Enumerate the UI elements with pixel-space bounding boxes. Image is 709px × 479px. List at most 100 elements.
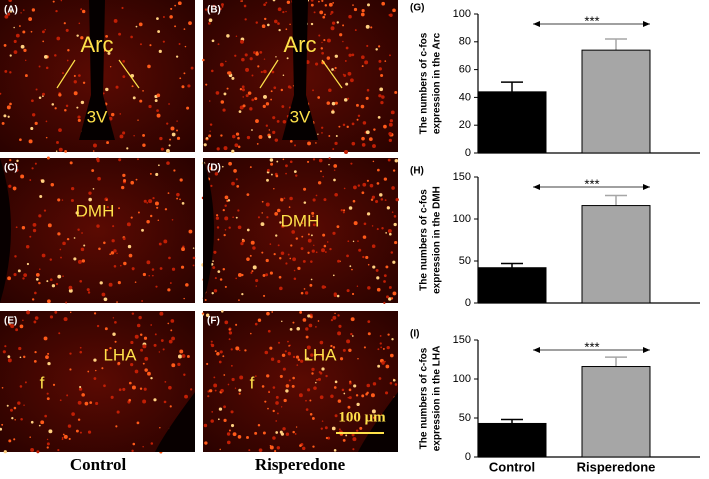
cell — [350, 162, 353, 165]
cell — [164, 380, 167, 383]
cell — [211, 39, 215, 43]
cell — [214, 389, 217, 392]
cell — [383, 360, 386, 363]
cell — [238, 392, 241, 395]
cell — [285, 432, 290, 436]
cell — [46, 156, 50, 160]
cell — [43, 209, 47, 212]
cell — [126, 222, 131, 227]
cell — [380, 346, 383, 349]
cell — [346, 418, 349, 421]
cell — [394, 240, 398, 245]
cell — [204, 298, 207, 301]
cell — [174, 4, 177, 7]
cell — [370, 393, 375, 398]
cell — [57, 274, 62, 279]
cell — [227, 199, 231, 202]
cell — [183, 72, 186, 75]
cell — [57, 232, 61, 236]
cell — [178, 42, 181, 45]
cell — [390, 297, 394, 300]
cell — [328, 2, 333, 7]
cell — [51, 103, 55, 106]
cell — [38, 96, 42, 99]
cell — [214, 350, 217, 353]
cell — [160, 147, 164, 151]
cell — [389, 119, 393, 123]
cell — [312, 223, 316, 227]
cell — [134, 334, 139, 339]
micrograph — [0, 310, 195, 454]
cell — [62, 433, 65, 436]
cell — [261, 212, 263, 214]
cell — [138, 22, 143, 27]
cell — [283, 398, 287, 403]
cell — [223, 92, 227, 96]
cell — [4, 69, 8, 73]
cell — [253, 51, 256, 54]
cell — [320, 47, 324, 50]
cell — [34, 121, 38, 125]
cell — [105, 87, 109, 92]
cell — [394, 158, 399, 163]
cell — [254, 375, 257, 377]
cell — [345, 82, 349, 86]
cell — [249, 107, 253, 111]
cell — [61, 199, 64, 201]
cell — [6, 404, 9, 407]
cell — [297, 358, 301, 362]
ventricle — [282, 0, 318, 140]
cell — [96, 224, 100, 228]
cell — [273, 253, 276, 256]
cell — [315, 142, 317, 144]
cell — [270, 357, 275, 361]
cell — [317, 133, 319, 136]
cell — [384, 60, 387, 62]
cell — [275, 174, 279, 178]
cell — [261, 200, 264, 203]
cell — [148, 104, 152, 109]
cell — [333, 164, 338, 168]
cell — [19, 138, 22, 142]
cell — [277, 244, 280, 247]
cell — [318, 0, 320, 3]
cell — [250, 240, 255, 245]
cell — [190, 388, 193, 391]
cell — [241, 85, 245, 89]
cell — [181, 354, 186, 358]
cell — [31, 99, 34, 103]
cell — [141, 228, 144, 232]
cell — [170, 319, 175, 323]
cell — [261, 251, 264, 254]
cell — [139, 387, 143, 390]
cell — [278, 28, 281, 32]
cell — [333, 178, 336, 182]
cell — [337, 314, 340, 317]
cell — [55, 282, 59, 286]
cell — [179, 77, 182, 80]
cell — [46, 397, 50, 401]
cell — [381, 227, 384, 230]
cell — [45, 136, 48, 139]
cell — [213, 289, 218, 293]
cell — [300, 247, 304, 250]
cell — [292, 321, 295, 324]
cell — [251, 98, 255, 102]
cell — [24, 381, 27, 384]
cell — [265, 1, 268, 4]
y-tick-label: 0 — [465, 297, 471, 309]
cell — [312, 198, 316, 202]
cell — [246, 257, 250, 261]
cell — [131, 312, 135, 315]
cell — [48, 429, 53, 434]
cell — [388, 138, 392, 143]
cell — [289, 139, 293, 143]
cell — [266, 168, 270, 172]
cell — [289, 23, 291, 26]
cell — [231, 377, 235, 382]
cell — [98, 247, 101, 251]
cell — [334, 380, 338, 384]
cell — [177, 354, 182, 359]
cell — [295, 174, 298, 177]
cell — [377, 116, 381, 119]
